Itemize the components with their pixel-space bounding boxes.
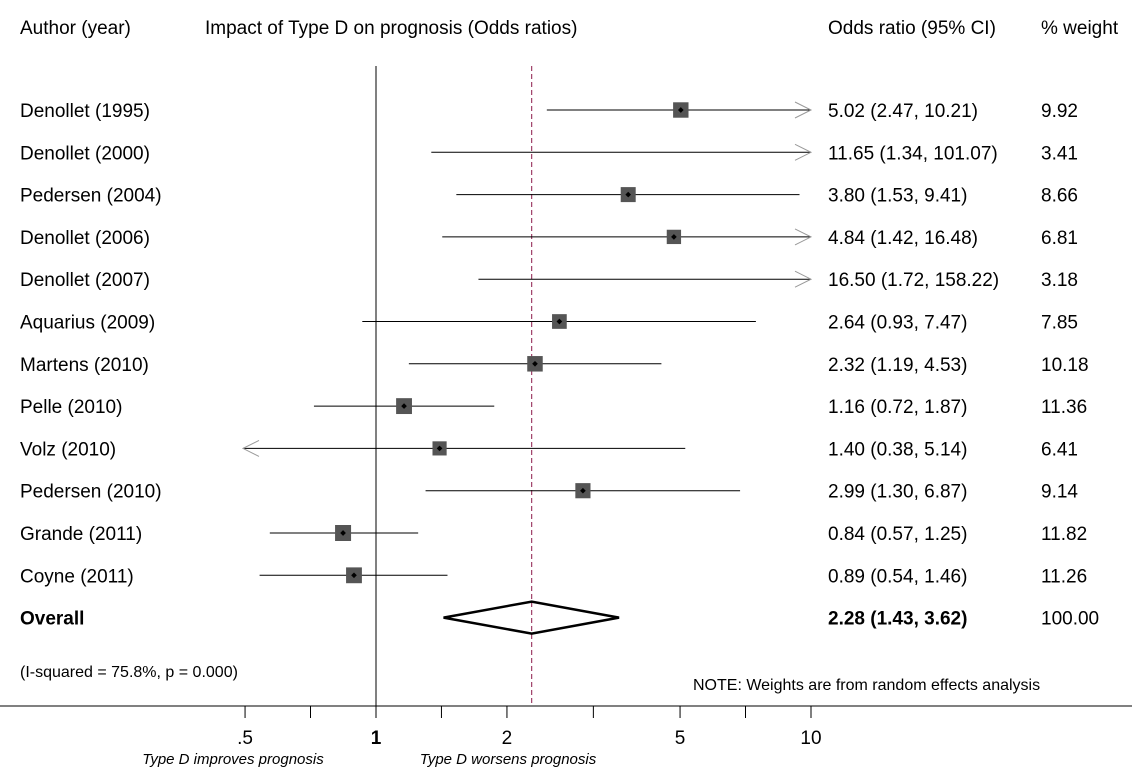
study-weight: 10.18 — [1041, 355, 1089, 376]
study-or-ci: 2.64 (0.93, 7.47) — [828, 313, 967, 334]
tick-label: .5 — [237, 728, 253, 749]
study-weight: 11.36 — [1041, 397, 1087, 418]
point-estimate — [436, 445, 443, 452]
study-weight: 11.82 — [1041, 524, 1087, 545]
tick-label: 1 — [371, 728, 382, 749]
tick-label: 5 — [675, 728, 686, 749]
study-weight: 7.85 — [1041, 313, 1078, 334]
study-label: Denollet (2006) — [20, 228, 150, 249]
ci-arrow-right — [794, 270, 813, 288]
study-weight: 6.81 — [1041, 228, 1078, 249]
point-estimate — [556, 318, 563, 325]
point-estimate — [532, 360, 538, 367]
study-label: Martens (2010) — [20, 355, 149, 376]
study-weight: 9.92 — [1041, 101, 1078, 122]
overall-weight: 100.00 — [1041, 609, 1099, 630]
study-row: Denollet (2000) 11.65 (1.34, 101.07) 3.41 — [20, 143, 1078, 164]
study-label: Coyne (2011) — [20, 566, 134, 587]
plot-title: Impact of Type D on prognosis (Odds rati… — [205, 18, 577, 39]
study-or-ci: 0.89 (0.54, 1.46) — [828, 566, 967, 587]
author-header: Author (year) — [20, 18, 131, 39]
point-estimate — [677, 107, 684, 113]
study-or-ci: 16.50 (1.72, 158.22) — [828, 270, 999, 291]
study-weight: 9.14 — [1041, 482, 1078, 503]
heterogeneity-note: (I-squared = 75.8%, p = 0.000) — [20, 664, 238, 681]
right-caption: Type D worsens prognosis — [420, 751, 597, 768]
point-estimate — [580, 487, 586, 494]
study-weight: 3.18 — [1041, 270, 1078, 291]
point-estimate — [351, 572, 357, 579]
study-rows: Denollet (1995) 5.02 (2.47, 10.21) 9.92Den… — [20, 101, 1089, 587]
study-weight: 6.41 — [1041, 439, 1078, 460]
study-or-ci: 11.65 (1.34, 101.07) — [828, 143, 998, 164]
study-row: Denollet (2006) 4.84 (1.42, 16.48) 6.81 — [20, 228, 1078, 249]
study-or-ci: 4.84 (1.42, 16.48) — [828, 228, 978, 249]
x-axis: .5 1 2 5 10 — [0, 705, 1132, 749]
study-weight: 8.66 — [1041, 186, 1078, 207]
study-or-ci: 1.40 (0.38, 5.14) — [828, 439, 967, 460]
study-or-ci: 3.80 (1.53, 9.41) — [828, 186, 967, 207]
point-estimate — [340, 530, 346, 536]
study-weight: 11.26 — [1041, 566, 1087, 587]
study-row: Denollet (2007) 16.50 (1.72, 158.22) 3.18 — [20, 270, 1078, 291]
ci-arrow-left — [241, 439, 260, 457]
or-ci-header: Odds ratio (95% CI) — [828, 18, 996, 39]
point-estimate — [625, 191, 632, 198]
study-weight: 3.41 — [1041, 143, 1078, 164]
plot-frame — [375, 66, 533, 706]
study-row: Aquarius (2009) 2.64 (0.93, 7.47) 7.85 — [20, 313, 1078, 334]
study-label: Grande (2011) — [20, 524, 142, 545]
study-or-ci: 2.32 (1.19, 4.53) — [828, 355, 967, 376]
study-label: Aquarius (2009) — [20, 313, 155, 334]
study-or-ci: 1.16 (0.72, 1.87) — [828, 397, 967, 418]
study-row: Pedersen (2010) 2.99 (1.30, 6.87) 9.14 — [20, 482, 1078, 503]
weight-header: % weight — [1041, 18, 1119, 39]
study-label: Denollet (2000) — [20, 143, 150, 164]
study-row: Pedersen (2004) 3.80 (1.53, 9.41) 8.66 — [20, 186, 1078, 207]
study-row: Grande (2011) 0.84 (0.57, 1.25) 11.82 — [20, 524, 1087, 545]
study-label: Pelle (2010) — [20, 397, 122, 418]
study-label: Pedersen (2010) — [20, 482, 162, 503]
study-or-ci: 5.02 (2.47, 10.21) — [828, 101, 978, 122]
study-row: Volz (2010) 1.40 (0.38, 5.14) 6.41 — [20, 439, 1078, 460]
point-estimate — [671, 234, 677, 240]
ci-arrow-right — [794, 101, 813, 119]
study-or-ci: 2.99 (1.30, 6.87) — [828, 482, 967, 503]
study-row: Denollet (1995) 5.02 (2.47, 10.21) 9.92 — [20, 101, 1078, 122]
study-label: Denollet (2007) — [20, 270, 150, 291]
point-estimate — [401, 403, 407, 409]
overall-or-ci: 2.28 (1.43, 3.62) — [828, 609, 967, 630]
study-row: Martens (2010) 2.32 (1.19, 4.53) 10.18 — [20, 355, 1089, 376]
overall-diamond — [443, 600, 620, 635]
ci-arrow-right — [794, 143, 813, 161]
tick-label: 2 — [502, 728, 513, 749]
study-row: Pelle (2010) 1.16 (0.72, 1.87) 11.36 — [20, 397, 1087, 418]
ci-arrow-right — [794, 228, 813, 246]
study-label: Volz (2010) — [20, 439, 116, 460]
study-label: Denollet (1995) — [20, 101, 150, 122]
left-caption: Type D improves prognosis — [142, 751, 324, 768]
overall-row: Overall 2.28 (1.43, 3.62) 100.00 — [20, 600, 1099, 635]
study-row: Coyne (2011) 0.89 (0.54, 1.46) 11.26 — [20, 566, 1087, 587]
overall-label: Overall — [20, 609, 84, 630]
weights-note: NOTE: Weights are from random effects an… — [693, 677, 1040, 694]
study-or-ci: 0.84 (0.57, 1.25) — [828, 524, 967, 545]
study-label: Pedersen (2004) — [20, 186, 162, 207]
tick-label: 10 — [800, 728, 821, 749]
